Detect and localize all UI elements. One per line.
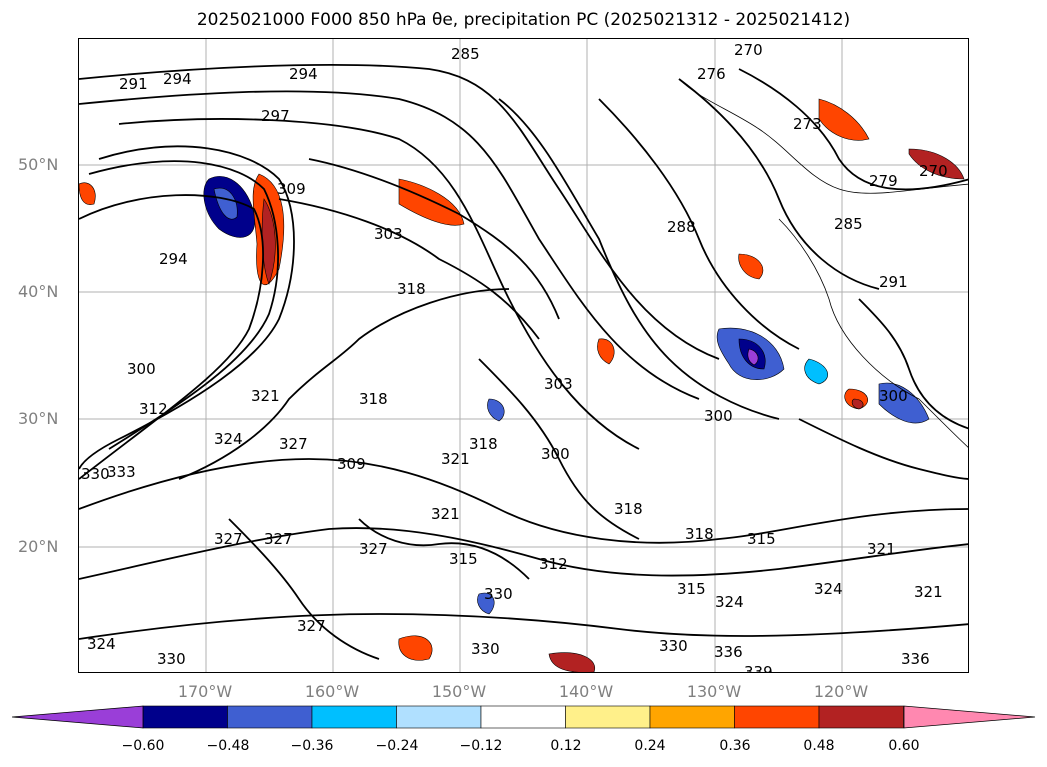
contour-label: 318 (359, 390, 388, 408)
colorbar-tick: −0.24 (375, 738, 419, 754)
map-panel: 285 270 276 291 294 294 297 273 270 279 … (78, 38, 969, 673)
contour-label: 327 (279, 435, 308, 453)
colorbar-segment (227, 705, 313, 729)
lat-label-30n: 30°N (18, 409, 59, 428)
lon-label-120w: 120°W (813, 682, 869, 701)
contour-labels: 285 270 276 291 294 294 297 273 270 279 … (81, 41, 948, 673)
colorbar-segment (311, 705, 397, 729)
coastlines (678, 78, 968, 448)
contour-label: 327 (214, 530, 243, 548)
contour-label: 330 (81, 465, 110, 483)
contour-label: 285 (451, 45, 480, 63)
contour-label: 294 (289, 65, 318, 83)
colorbar-tick: −0.36 (290, 738, 334, 754)
contour-label: 318 (397, 280, 426, 298)
contour-label: 330 (659, 637, 688, 655)
contour-label: 285 (834, 215, 863, 233)
lat-label-50n: 50°N (18, 155, 59, 174)
contour-label: 297 (261, 107, 290, 125)
contour-label: 309 (277, 180, 306, 198)
colorbar-tick: 0.36 (719, 738, 751, 754)
colorbar (12, 705, 1036, 729)
contour-label: 312 (539, 555, 568, 573)
colorbar-segments (142, 705, 904, 729)
contour-label: 318 (685, 525, 714, 543)
contour-label: 327 (359, 540, 388, 558)
lon-label-140w: 140°W (558, 682, 614, 701)
contour-label: 276 (697, 65, 726, 83)
lon-label-150w: 150°W (431, 682, 487, 701)
contour-label: 315 (747, 530, 776, 548)
chart-title: 2025021000 F000 850 hPa θe, precipitatio… (196, 10, 851, 30)
colorbar-tick: 0.24 (634, 738, 666, 754)
contour-label: 336 (901, 650, 930, 668)
contour-label: 300 (879, 387, 908, 405)
contour-label: 318 (469, 435, 498, 453)
colorbar-segment (649, 705, 735, 729)
contour-label: 312 (139, 400, 168, 418)
colorbar-segment (396, 705, 482, 729)
colorbar-tick: −0.12 (459, 738, 503, 754)
contour-label: 321 (914, 583, 943, 601)
map-svg: 285 270 276 291 294 294 297 273 270 279 … (79, 39, 968, 673)
contour-label: 324 (715, 593, 744, 611)
colorbar-segment (565, 705, 651, 729)
theta-e-contours (79, 63, 968, 660)
contour-label: 273 (793, 115, 822, 133)
colorbar-segment (734, 705, 820, 729)
contour-label: 300 (541, 445, 570, 463)
contour-label: 300 (704, 407, 733, 425)
contour-label: 330 (484, 585, 513, 603)
lon-label-170w: 170°W (177, 682, 233, 701)
contour-label: 324 (87, 635, 116, 653)
contour-label: 315 (449, 550, 478, 568)
colorbar-segment (142, 705, 228, 729)
colorbar-segment (818, 705, 904, 729)
contour-label: 315 (677, 580, 706, 598)
contour-label: 327 (297, 617, 326, 635)
lon-label-130w: 130°W (686, 682, 742, 701)
contour-label: 324 (214, 430, 243, 448)
colorbar-tick: −0.60 (121, 738, 165, 754)
contour-label: 294 (163, 70, 192, 88)
colorbar-tick: 0.12 (550, 738, 582, 754)
contour-label: 330 (471, 640, 500, 658)
colorbar-tick: 0.60 (888, 738, 920, 754)
colorbar-segment (480, 705, 566, 729)
lat-label-40n: 40°N (18, 282, 59, 301)
precip-patches (79, 98, 965, 672)
colorbar-tick: −0.48 (206, 738, 250, 754)
contour-label: 327 (264, 530, 293, 548)
contour-label: 318 (614, 500, 643, 518)
colorbar-extend-left (12, 705, 144, 729)
contour-label: 270 (734, 41, 763, 59)
contour-label: 321 (867, 540, 896, 558)
contour-label: 321 (251, 387, 280, 405)
contour-label: 303 (544, 375, 573, 393)
contour-label: 333 (107, 463, 136, 481)
lat-label-20n: 20°N (18, 537, 59, 556)
contour-label: 321 (431, 505, 460, 523)
contour-label: 321 (441, 450, 470, 468)
contour-label: 324 (814, 580, 843, 598)
contour-label: 303 (374, 225, 403, 243)
contour-label: 336 (714, 643, 743, 661)
contour-label: 291 (119, 75, 148, 93)
colorbar-tick: 0.48 (803, 738, 835, 754)
contour-label: 294 (159, 250, 188, 268)
contour-label: 279 (869, 172, 898, 190)
contour-label: 270 (919, 162, 948, 180)
contour-label: 330 (157, 650, 186, 668)
contour-label: 288 (667, 218, 696, 236)
colorbar-extend-right (903, 705, 1036, 729)
contour-label: 339 (744, 663, 773, 673)
contour-label: 300 (127, 360, 156, 378)
contour-label: 309 (337, 455, 366, 473)
contour-label: 291 (879, 273, 908, 291)
lon-label-160w: 160°W (304, 682, 360, 701)
